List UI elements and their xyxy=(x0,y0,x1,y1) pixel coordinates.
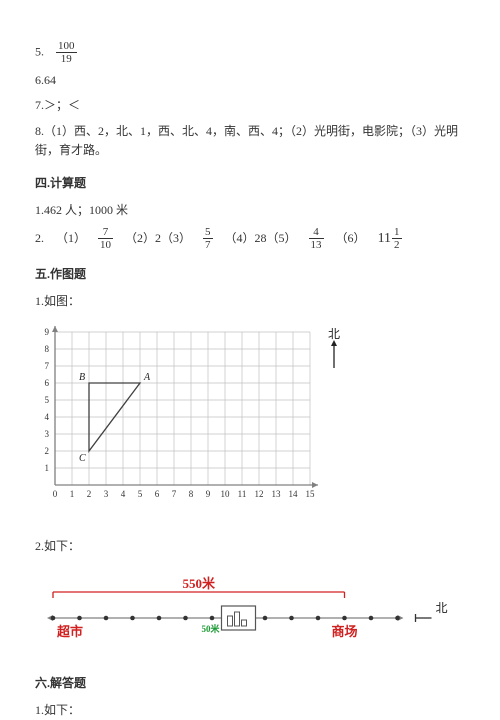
road-svg: 550米 50米 超市 商场 北 xyxy=(35,570,455,650)
svg-text:3: 3 xyxy=(104,489,109,499)
svg-text:A: A xyxy=(143,372,151,383)
sec5-item2: 2.如下： xyxy=(35,537,465,556)
svg-text:10: 10 xyxy=(221,489,231,499)
svg-text:550米: 550米 xyxy=(182,576,216,591)
p1-frac: 7 10 xyxy=(98,226,113,251)
sec4-item2: 2. （1） 7 10 （2）2（3） 5 7 （4）28（5） 4 13 （6… xyxy=(35,226,465,251)
svg-text:2: 2 xyxy=(45,446,50,456)
answer-5: 5. 100 19 xyxy=(35,40,465,65)
svg-text:2: 2 xyxy=(87,489,92,499)
sec6-item1: 1.如下： xyxy=(35,701,465,720)
svg-text:1: 1 xyxy=(45,463,50,473)
p4-label: （6） xyxy=(336,229,366,248)
svg-text:B: B xyxy=(79,372,85,383)
svg-text:15: 15 xyxy=(306,489,316,499)
svg-text:8: 8 xyxy=(189,489,194,499)
answer-6: 6.64 xyxy=(35,71,465,90)
svg-text:4: 4 xyxy=(45,412,50,422)
svg-text:14: 14 xyxy=(289,489,299,499)
svg-text:9: 9 xyxy=(206,489,211,499)
sec4-2-prefix: 2. xyxy=(35,229,44,248)
section-4-title: 四.计算题 xyxy=(35,174,465,191)
section-6-title: 六.解答题 xyxy=(35,674,465,691)
svg-text:9: 9 xyxy=(45,327,50,337)
svg-text:50米: 50米 xyxy=(201,623,220,634)
svg-text:5: 5 xyxy=(138,489,143,499)
svg-text:C: C xyxy=(79,453,86,464)
p3-frac: 4 13 xyxy=(309,226,324,251)
p1-label: （1） xyxy=(56,229,86,248)
svg-text:13: 13 xyxy=(272,489,282,499)
answer-8: 8.（1）西、2，北、1，西、北、4，南、西、4；（2）光明街，电影院；（3）光… xyxy=(35,122,465,160)
svg-text:商场: 商场 xyxy=(331,624,357,639)
p2-label: （2）2（3） xyxy=(125,229,191,248)
q5-fraction: 100 19 xyxy=(56,40,77,65)
grid-chart: 0123456789101112131415123456789ABC北 xyxy=(35,322,465,521)
grid-svg: 0123456789101112131415123456789ABC北 xyxy=(35,322,355,517)
svg-text:8: 8 xyxy=(45,344,50,354)
sec4-item1: 1.462 人；1000 米 xyxy=(35,201,465,220)
svg-text:7: 7 xyxy=(172,489,177,499)
svg-text:北: 北 xyxy=(328,327,340,341)
section-5-title: 五.作图题 xyxy=(35,265,465,282)
p3-label: （4）28（5） xyxy=(225,229,297,248)
svg-text:7: 7 xyxy=(45,361,50,371)
sec5-item1: 1.如图： xyxy=(35,292,465,311)
svg-text:11: 11 xyxy=(238,489,247,499)
q5-label: 5. xyxy=(35,44,44,58)
svg-text:5: 5 xyxy=(45,395,50,405)
p4-mixed: 11 1 2 xyxy=(378,226,402,251)
svg-text:3: 3 xyxy=(45,429,50,439)
answer-7: 7.＞；＜ xyxy=(35,96,465,115)
svg-text:1: 1 xyxy=(70,489,75,499)
svg-text:0: 0 xyxy=(53,489,58,499)
p2-frac: 5 7 xyxy=(203,226,213,251)
road-diagram: 550米 50米 超市 商场 北 xyxy=(35,570,465,654)
svg-text:6: 6 xyxy=(45,378,50,388)
svg-text:12: 12 xyxy=(255,489,264,499)
svg-text:超市: 超市 xyxy=(57,624,83,639)
svg-text:北: 北 xyxy=(436,601,448,615)
svg-text:4: 4 xyxy=(121,489,126,499)
svg-text:6: 6 xyxy=(155,489,160,499)
